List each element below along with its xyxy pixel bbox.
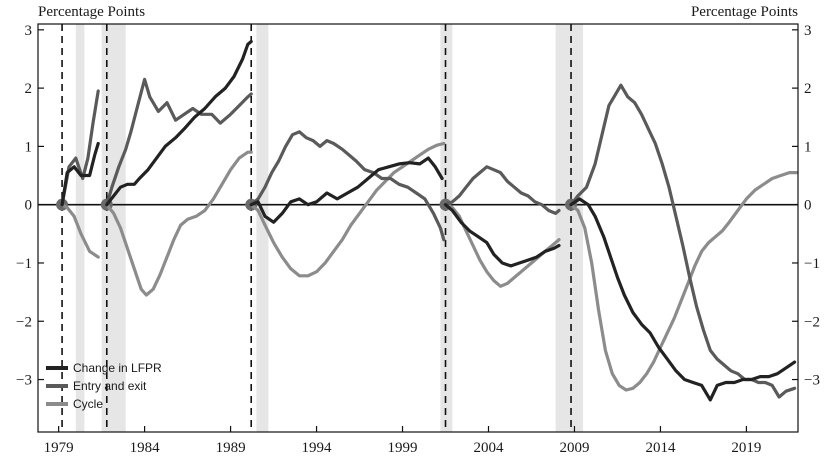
right-tick-label-3: 0 (804, 198, 812, 214)
x-tick-label-8: 2019 (731, 440, 761, 456)
x-tick-label-5: 2004 (473, 440, 504, 456)
x-tick-label-2: 1989 (216, 440, 246, 456)
recession-band-4 (555, 24, 584, 432)
recession-band-2 (256, 24, 269, 432)
right-tick-label-4: 1 (804, 139, 812, 155)
series-line-1-segment-4 (569, 83, 797, 399)
right-axis-label: Percentage Points (691, 4, 798, 20)
series-line-2-segment-1 (105, 150, 253, 297)
x-tick-label-6: 2009 (559, 440, 589, 456)
x-tick-label-0: 1979 (44, 440, 74, 456)
series-line-0-segment-1 (105, 39, 253, 207)
series-line-0-segment-0 (60, 141, 100, 207)
x-tick-label-3: 1994 (302, 440, 333, 456)
left-tick-label-2: −1 (16, 256, 32, 272)
left-tick-label-6: 3 (25, 23, 33, 39)
legend-label-1: Entry and exit (73, 379, 147, 393)
left-tick-label-1: −2 (16, 314, 32, 330)
recession-band-3 (440, 24, 453, 432)
x-tick-label-7: 2014 (645, 440, 676, 456)
plot-border (37, 23, 799, 433)
series-line-1-segment-2 (249, 130, 446, 242)
right-tick-label-6: 3 (804, 23, 812, 39)
left-axis-label: Percentage Points (38, 4, 145, 20)
right-tick-label-2: −1 (804, 256, 820, 272)
series-line-0-segment-2 (249, 156, 444, 224)
plot-frame (37, 23, 799, 433)
series-lines (60, 39, 798, 402)
legend-label-0: Change in LFPR (73, 361, 162, 375)
axis-ticks: −3 −3 −2 −2 −1 −1 0 0 1 1 2 2 3 3 1979 1984 1989 1994 1999… (16, 23, 820, 456)
left-tick-label-5: 2 (25, 81, 33, 97)
right-tick-label-5: 2 (804, 81, 812, 97)
series-line-2-segment-3 (443, 203, 561, 288)
series-line-2-segment-0 (60, 203, 100, 259)
left-tick-label-3: 0 (25, 198, 33, 214)
series-line-0-segment-3 (443, 203, 561, 268)
series-line-1-segment-1 (105, 77, 253, 207)
left-tick-label-4: 1 (25, 139, 33, 155)
series-line-0-segment-4 (569, 197, 797, 402)
left-tick-label-0: −3 (16, 373, 32, 389)
series-line-1-segment-3 (443, 165, 561, 215)
x-tick-label-4: 1999 (388, 440, 418, 456)
right-tick-label-1: −2 (804, 314, 820, 330)
series-line-2-segment-2 (249, 141, 446, 278)
x-tick-label-1: 1984 (130, 440, 161, 456)
series-line-1-segment-0 (60, 89, 100, 207)
legend-label-2: Cycle (73, 397, 103, 411)
legend: Change in LFPR Entry and exit Cycle (46, 361, 162, 411)
right-tick-label-0: −3 (804, 373, 820, 389)
series-line-2-segment-4 (569, 171, 798, 392)
